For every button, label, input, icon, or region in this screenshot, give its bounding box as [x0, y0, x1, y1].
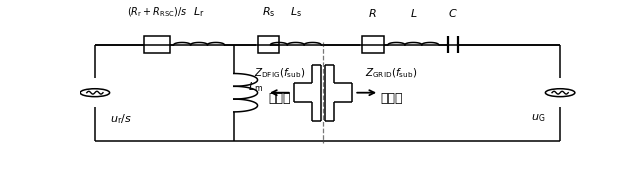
Text: $R_{\rm s}$: $R_{\rm s}$	[262, 6, 275, 19]
Text: $u_{\rm r}/s$: $u_{\rm r}/s$	[110, 113, 132, 126]
Bar	[144, 36, 170, 53]
Text: $(R_{\rm r}+R_{\rm RSC})/s$: $(R_{\rm r}+R_{\rm RSC})/s$	[127, 6, 187, 19]
Bar	[257, 36, 280, 53]
Text: $L$: $L$	[410, 7, 417, 19]
Text: $C$: $C$	[448, 7, 458, 19]
Text: 风机侧: 风机侧	[268, 92, 291, 104]
Text: 电网侧: 电网侧	[380, 92, 403, 104]
Text: $Z_{\rm DFIG}(f_{\rm sub})$: $Z_{\rm DFIG}(f_{\rm sub})$	[253, 66, 305, 80]
Text: $L_{\rm m}$: $L_{\rm m}$	[248, 80, 263, 94]
Text: $u_{\rm G}$: $u_{\rm G}$	[531, 113, 545, 125]
Text: $L_{\rm s}$: $L_{\rm s}$	[290, 6, 301, 19]
Text: $L_{\rm r}$: $L_{\rm r}$	[193, 6, 205, 19]
Bar	[362, 36, 383, 53]
Text: $R$: $R$	[368, 7, 377, 19]
Text: $Z_{\rm GRID}(f_{\rm sub})$: $Z_{\rm GRID}(f_{\rm sub})$	[365, 66, 417, 80]
